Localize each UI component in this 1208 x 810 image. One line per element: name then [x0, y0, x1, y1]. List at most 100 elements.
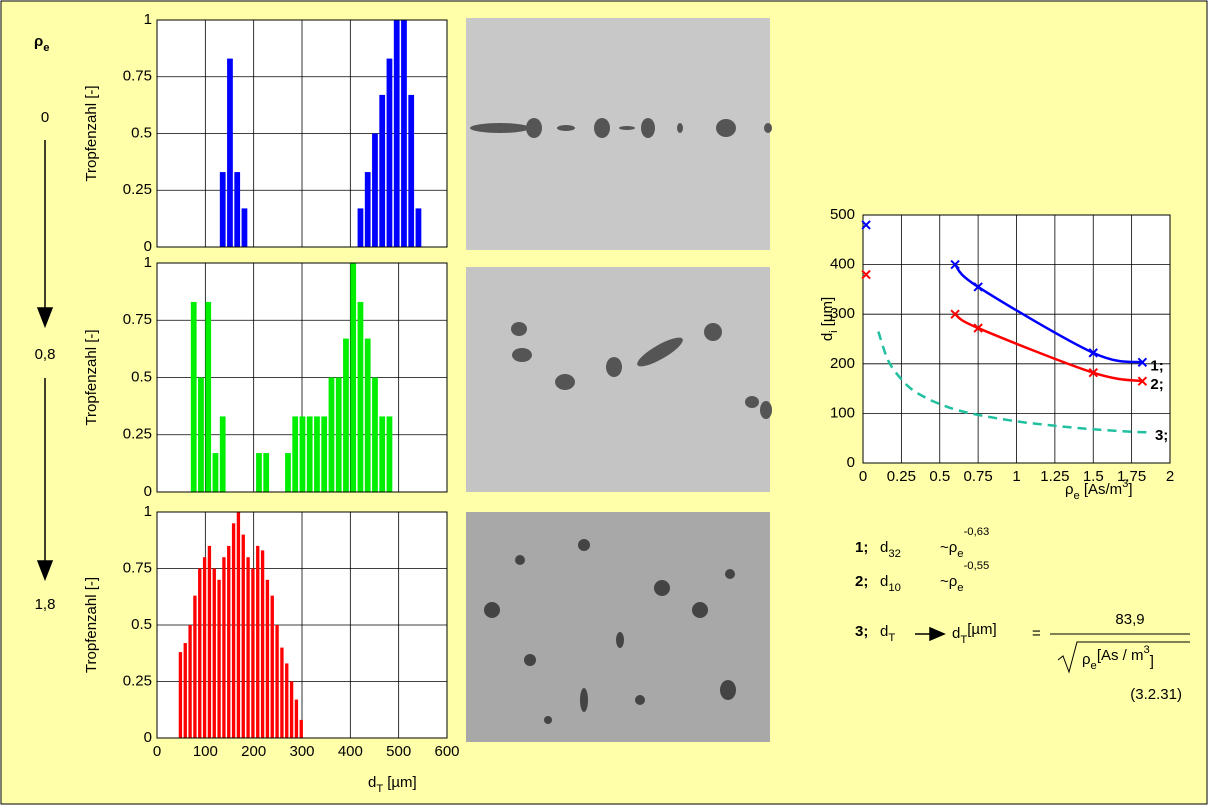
bar	[292, 416, 299, 492]
bar	[231, 523, 236, 738]
marker	[973, 282, 983, 292]
x-axis-label: dT [µm]	[368, 774, 417, 795]
y-tick-label: 0.75	[123, 68, 152, 85]
legend-key: 2;	[855, 573, 868, 590]
text-part: d	[880, 573, 888, 590]
bar	[270, 595, 274, 738]
series-line	[877, 331, 1148, 434]
text-part: [µm]	[819, 297, 836, 326]
y-tick-label: 0.25	[123, 426, 152, 443]
bar	[372, 377, 378, 492]
bar	[321, 416, 328, 492]
x-tick-label: 1.5	[1083, 468, 1104, 485]
legend-symbol: d10	[880, 573, 901, 594]
bar	[275, 625, 279, 738]
text-part: i	[828, 330, 840, 333]
bar	[379, 94, 386, 247]
bar	[217, 579, 221, 738]
bar	[198, 568, 202, 738]
y-tick-label: 1	[144, 503, 152, 520]
y-tick-label: 500	[830, 206, 855, 223]
bar	[357, 208, 364, 247]
text-part: T	[888, 632, 895, 644]
photos	[466, 18, 772, 742]
formula-lhs: dT[µm]	[952, 621, 997, 646]
y-axis-label: Tropfenzahl [-]	[83, 329, 100, 425]
y-tick-label: 0.75	[123, 559, 152, 576]
bar	[393, 20, 400, 247]
bar	[246, 557, 250, 738]
plot-frame	[156, 19, 448, 248]
legend-symbol: d32	[880, 539, 901, 560]
bar	[256, 453, 262, 492]
y-tick-label: 0	[144, 483, 152, 500]
text-part: ρ	[1082, 651, 1091, 668]
level-label: 0	[41, 109, 49, 126]
bar	[260, 550, 265, 738]
plot-frame	[156, 511, 448, 739]
x-tick-label: 400	[338, 743, 363, 760]
text-part: ]	[1150, 653, 1154, 670]
series-line	[954, 313, 1143, 383]
x-tick-label: 1	[1012, 468, 1020, 485]
marker	[950, 309, 960, 319]
legend-symbol: dT	[880, 623, 895, 644]
bar	[241, 208, 248, 247]
bar	[222, 557, 226, 738]
text-part: ~ρ	[940, 573, 957, 590]
bar	[294, 699, 299, 738]
y-axis-label: di [µm]	[819, 297, 840, 341]
marker	[1088, 368, 1098, 378]
text-part: 10	[888, 582, 901, 594]
bar	[350, 263, 357, 492]
marker	[1088, 348, 1098, 358]
bar	[386, 58, 393, 248]
level-label: 0,8	[35, 346, 56, 363]
text-part: d	[880, 539, 888, 556]
bar	[280, 647, 284, 738]
text-part: T	[960, 634, 967, 646]
text-part: 32	[888, 548, 901, 560]
formula-den: ρe[As / m3]	[1082, 644, 1154, 672]
bar	[193, 595, 197, 738]
series-label: 2;	[1150, 376, 1163, 393]
marker	[861, 220, 871, 230]
bar	[408, 94, 415, 247]
series-label: 1;	[1150, 357, 1163, 374]
text-part: -0,63	[964, 526, 990, 538]
bar	[364, 338, 371, 492]
legend-relation: ~ρe-0,55	[940, 560, 989, 594]
bar	[386, 416, 393, 492]
bar	[236, 512, 241, 738]
bar	[328, 377, 335, 492]
legend-key: 3;	[855, 623, 868, 640]
y-tick-label: 0.5	[131, 368, 152, 385]
x-tick-label: 500	[386, 743, 411, 760]
text-part: -0,55	[964, 560, 990, 572]
bar	[285, 453, 291, 492]
text-part: 3	[1143, 644, 1149, 656]
legend-relation: ~ρe-0,63	[940, 526, 989, 560]
x-tick-label: 0.5	[929, 468, 950, 485]
x-tick-label: 600	[434, 743, 459, 760]
bar	[372, 133, 378, 247]
rho-label: ρe	[34, 33, 50, 54]
bar	[234, 172, 241, 247]
text-part: ]	[1128, 481, 1132, 498]
text-part: e	[1091, 660, 1097, 672]
y-tick-label: 0.25	[123, 672, 152, 689]
text-part: [µm]	[967, 621, 996, 638]
bar	[190, 301, 197, 492]
x-tick-label: 1.25	[1040, 468, 1069, 485]
bar	[256, 545, 260, 738]
bar	[212, 453, 219, 492]
y-tick-label: 1	[144, 254, 152, 271]
x-axis-label: ρe [As/m3]	[1065, 478, 1133, 502]
bar	[263, 453, 270, 492]
text-part: T	[376, 783, 383, 795]
text-part: e	[957, 582, 963, 594]
bar	[198, 377, 204, 492]
bar	[251, 568, 255, 738]
plot-frame	[156, 262, 448, 493]
